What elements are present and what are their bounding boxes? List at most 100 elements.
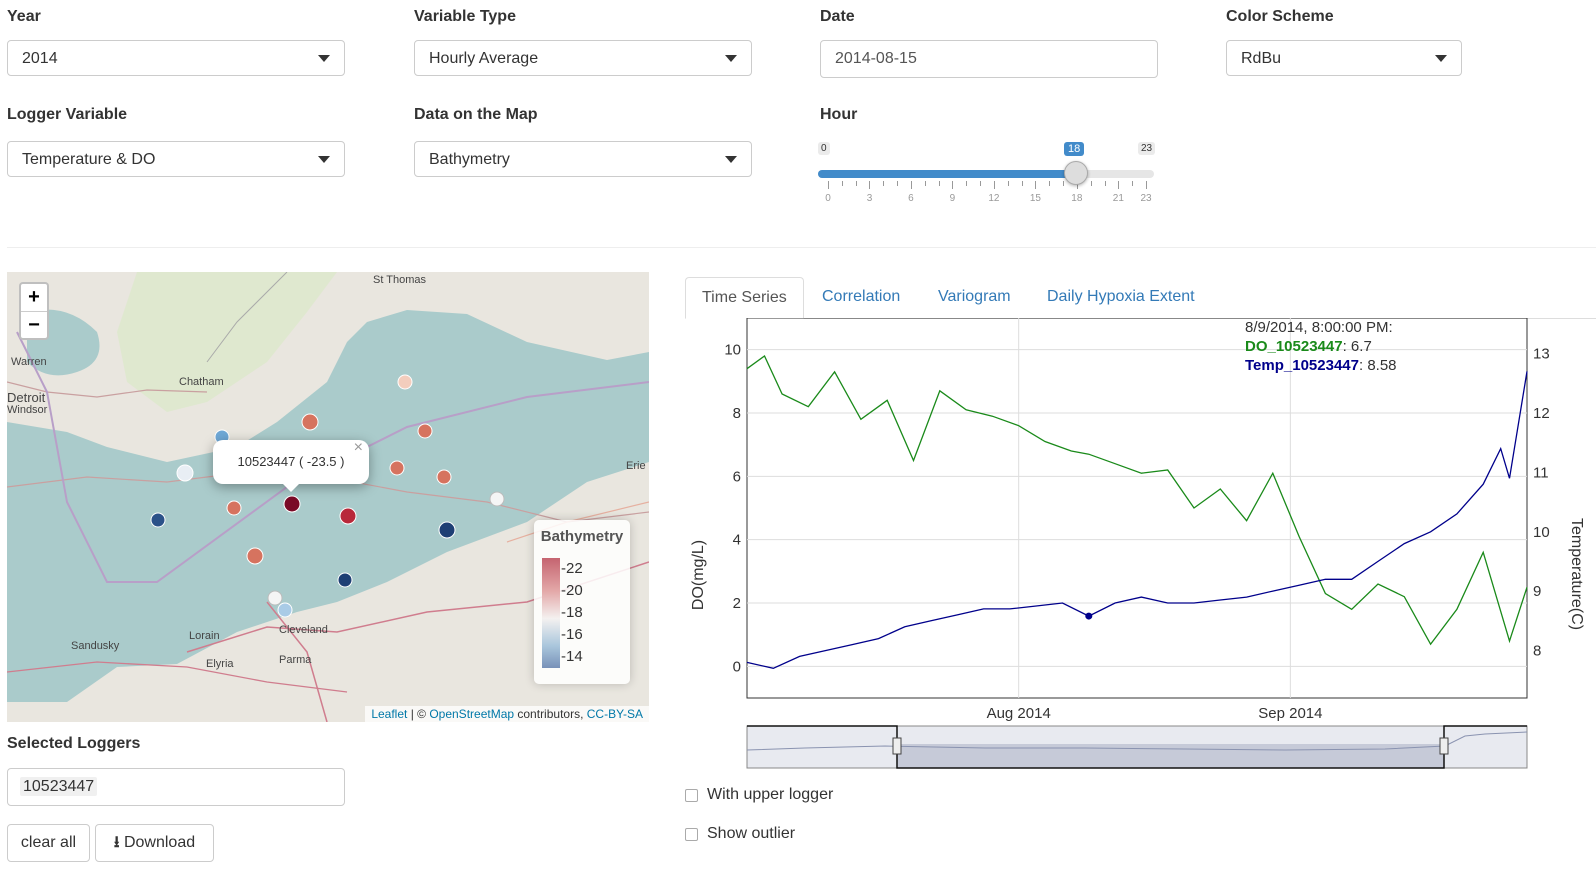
- map-attribution: Leaflet | © OpenStreetMap contributors, …: [365, 706, 649, 722]
- logger-marker: [389, 460, 405, 476]
- close-icon[interactable]: ×: [353, 439, 363, 456]
- hour-slider-handle[interactable]: [1064, 161, 1088, 185]
- popup-text: 10523447 ( -23.5 ): [237, 454, 345, 469]
- slider-tick: [897, 181, 899, 186]
- map-basemap: [7, 272, 649, 722]
- slider-tick: [1063, 181, 1065, 186]
- legend-colorbar: [542, 558, 560, 668]
- legend-tick: -18: [561, 604, 583, 621]
- slider-tick: [966, 181, 968, 186]
- tab-correlation[interactable]: Correlation: [822, 288, 901, 305]
- logger-marker: [337, 572, 353, 588]
- y-axis-labels: 0 2 4 6 8 10: [724, 342, 741, 676]
- slider-current-value: 18: [1064, 142, 1085, 156]
- slider-tick: [993, 181, 995, 189]
- svg-text:Temp_10523447: 8.58: Temp_10523447: 8.58: [1245, 357, 1397, 374]
- y-tick-label: 8: [733, 405, 741, 422]
- logger-marker: [277, 602, 293, 618]
- svg-text:DO_10523447: 6.7: DO_10523447: 6.7: [1245, 338, 1372, 355]
- legend-tick: -22: [561, 560, 583, 577]
- slider-tick: [924, 181, 926, 186]
- logger-marker: [436, 469, 452, 485]
- temp-series-line: [746, 371, 1528, 669]
- y-axis-title: DO(mg/L): [690, 540, 707, 610]
- slider-tick: [855, 181, 857, 186]
- slider-tick: [869, 181, 871, 189]
- zoom-out-button[interactable]: −: [28, 314, 40, 336]
- logger-marker: [489, 491, 505, 507]
- map-data-value: Bathymetry: [429, 151, 510, 168]
- time-series-chart[interactable]: 0 2 4 6 8 10 8 9 10 11 12 13 Aug 2014 Sep 2014 DO(m…: [685, 318, 1596, 776]
- license-link[interactable]: CC-BY-SA: [586, 707, 643, 721]
- leaflet-link[interactable]: Leaflet: [371, 707, 408, 721]
- slider-tick-label: 15: [1029, 193, 1041, 204]
- hover-point: [1085, 612, 1093, 620]
- chevron-down-icon: [318, 156, 330, 163]
- upper-logger-label: With upper logger: [707, 786, 834, 803]
- y2-tick-label: 13: [1533, 346, 1550, 363]
- y-tick-label: 10: [724, 342, 741, 359]
- map-place-label: St Thomas: [373, 274, 426, 286]
- map-data-select[interactable]: Bathymetry: [414, 141, 752, 177]
- logger-marker: [150, 512, 166, 528]
- y2-axis-labels: 8 9 10 11 12 13: [1533, 346, 1550, 660]
- color-scheme-select[interactable]: RdBu: [1226, 40, 1462, 76]
- osm-link[interactable]: OpenStreetMap: [429, 707, 515, 721]
- x-axis-labels: Aug 2014 Sep 2014: [987, 705, 1323, 722]
- leaflet-map[interactable]: St Thomas Warren Chatham Detroit Windsor…: [7, 272, 649, 722]
- color-scheme-label: Color Scheme: [1226, 8, 1334, 25]
- selected-loggers-input[interactable]: 10523447: [7, 768, 345, 806]
- map-legend: Bathymetry -22 -20 -18 -16 -14: [534, 520, 630, 684]
- variable-type-select[interactable]: Hourly Average: [414, 40, 752, 76]
- legend-tick: -20: [561, 582, 583, 599]
- slider-tick-label: 0: [825, 193, 831, 204]
- logger-marker: [339, 507, 357, 525]
- selected-loggers-label: Selected Loggers: [7, 735, 141, 752]
- hover-legend: 8/9/2014, 8:00:00 PM: DO_10523447: 6.7 T…: [1245, 319, 1397, 374]
- map-data-label: Data on the Map: [414, 106, 538, 123]
- tab-time-series[interactable]: Time Series: [685, 277, 804, 319]
- slider-tick-label: 23: [1140, 193, 1152, 204]
- chevron-down-icon: [318, 55, 330, 62]
- legend-do-value: : 6.7: [1343, 338, 1372, 355]
- slider-tick: [1104, 181, 1106, 186]
- slider-max: 23: [1138, 142, 1156, 155]
- marker-popup: 10523447 ( -23.5 ) ×: [213, 439, 369, 484]
- y2-tick-label: 8: [1533, 643, 1541, 660]
- map-place-label: Erie: [626, 460, 646, 472]
- date-input[interactable]: 2014-08-15: [820, 40, 1158, 78]
- chevron-down-icon: [725, 156, 737, 163]
- tab-variogram[interactable]: Variogram: [938, 288, 1011, 305]
- slider-tick: [1049, 181, 1051, 186]
- x-tick-label: Aug 2014: [987, 705, 1051, 722]
- download-icon: ⭳: [113, 834, 120, 851]
- map-place-label: Detroit: [7, 390, 46, 405]
- range-selector[interactable]: [746, 725, 1528, 769]
- slider-tick: [1146, 181, 1147, 189]
- logger-marker: [397, 374, 413, 390]
- date-label: Date: [820, 8, 855, 25]
- y-tick-label: 2: [733, 595, 741, 612]
- clear-all-button[interactable]: clear all: [7, 824, 90, 862]
- y2-tick-label: 11: [1533, 464, 1549, 481]
- x-tick-label: Sep 2014: [1258, 705, 1322, 722]
- download-button[interactable]: ⭳ Download: [95, 824, 214, 862]
- slider-tick: [1076, 181, 1078, 189]
- legend-do-name: DO_10523447: [1245, 338, 1343, 355]
- show-outlier-checkbox[interactable]: [685, 828, 698, 841]
- plot-frame: [746, 318, 1528, 699]
- slider-tick: [1021, 181, 1023, 186]
- logger-marker: [246, 547, 264, 565]
- zoom-control: + −: [19, 282, 49, 340]
- range-selector-frame: [747, 725, 1527, 769]
- logger-marker: [301, 413, 319, 431]
- upper-logger-checkbox[interactable]: [685, 789, 698, 802]
- zoom-in-button[interactable]: +: [21, 284, 47, 312]
- map-place-label: Cleveland: [279, 624, 328, 636]
- year-select[interactable]: 2014: [7, 40, 345, 76]
- chart-grid: [746, 318, 1528, 699]
- y2-tick-label: 10: [1533, 524, 1550, 541]
- slider-tick: [828, 181, 829, 189]
- tab-daily-hypoxia-extent[interactable]: Daily Hypoxia Extent: [1047, 288, 1195, 305]
- logger-variable-select[interactable]: Temperature & DO: [7, 141, 345, 177]
